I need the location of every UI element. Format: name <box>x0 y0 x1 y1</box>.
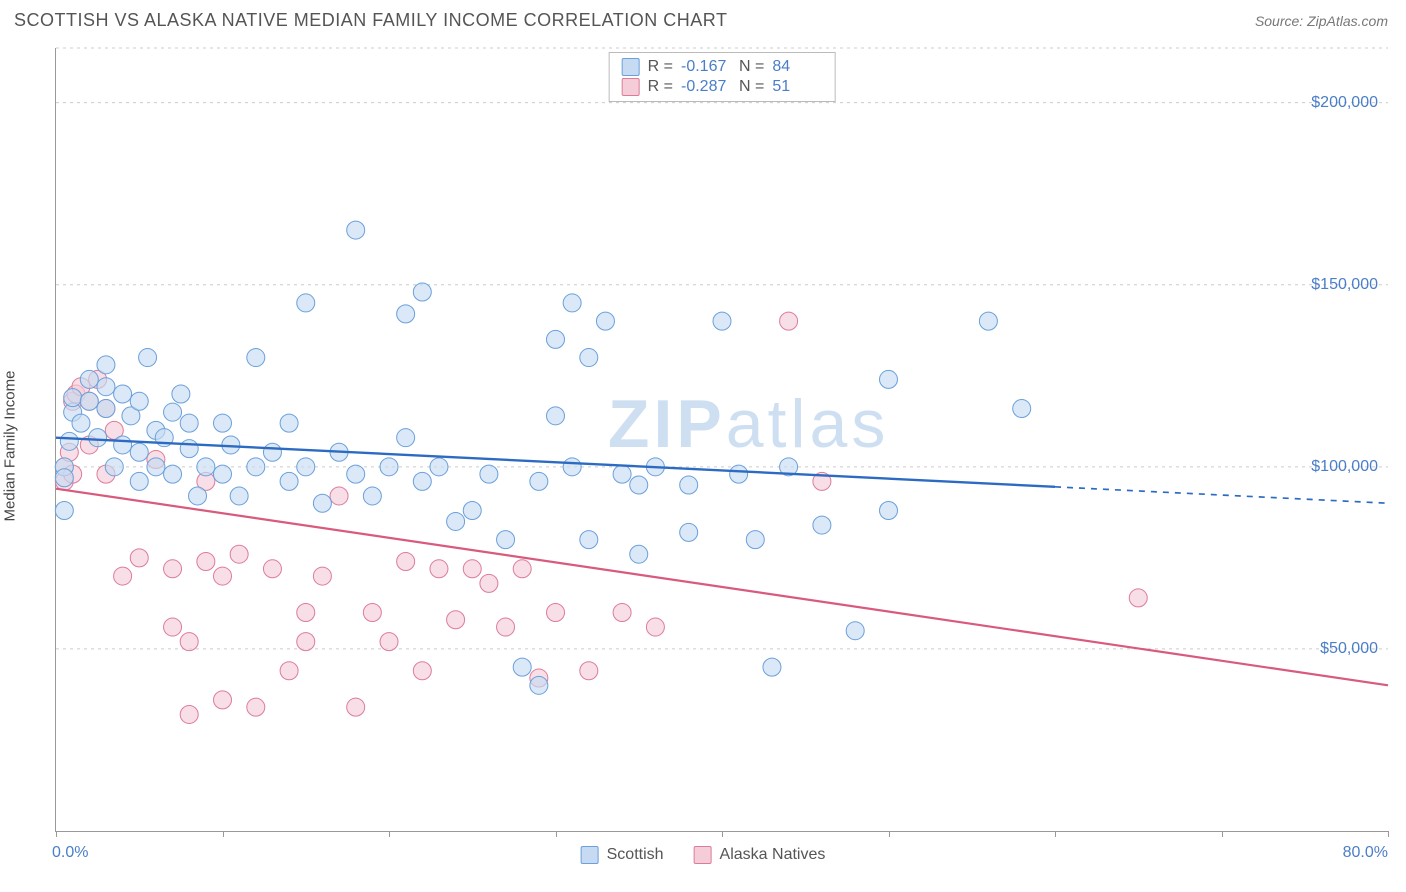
x-tick <box>1222 831 1223 837</box>
x-tick <box>722 831 723 837</box>
x-axis-max-label: 80.0% <box>1343 844 1388 862</box>
x-tick <box>889 831 890 837</box>
legend-label-scottish: Scottish <box>607 846 664 864</box>
y-tick-label: $200,000 <box>1311 94 1378 112</box>
x-tick <box>556 831 557 837</box>
legend-item-scottish: Scottish <box>581 846 664 864</box>
x-tick <box>223 831 224 837</box>
x-axis-min-label: 0.0% <box>52 844 88 862</box>
legend-swatch-alaska-icon <box>694 846 712 864</box>
correlation-stats-box: R = -0.167 N = 84 R = -0.287 N = 51 <box>609 52 836 102</box>
swatch-alaska-icon <box>622 78 640 96</box>
x-tick <box>1388 831 1389 837</box>
swatch-scottish-icon <box>622 58 640 76</box>
stats-row-scottish: R = -0.167 N = 84 <box>622 57 823 77</box>
legend-item-alaska: Alaska Natives <box>694 846 826 864</box>
legend-swatch-scottish-icon <box>581 846 599 864</box>
y-axis-label: Median Family Income <box>2 371 19 522</box>
chart-title: SCOTTISH VS ALASKA NATIVE MEDIAN FAMILY … <box>14 10 727 31</box>
chart-plot-area: R = -0.167 N = 84 R = -0.287 N = 51 ZIPa… <box>55 48 1388 832</box>
scatter-plot-svg <box>56 48 1388 831</box>
chart-legend: Scottish Alaska Natives <box>581 846 826 864</box>
x-tick <box>56 831 57 837</box>
stats-row-alaska: R = -0.287 N = 51 <box>622 77 823 97</box>
legend-label-alaska: Alaska Natives <box>720 846 826 864</box>
y-tick-label: $150,000 <box>1311 276 1378 294</box>
y-tick-label: $100,000 <box>1311 458 1378 476</box>
x-tick <box>389 831 390 837</box>
source-attribution: Source: ZipAtlas.com <box>1255 13 1388 29</box>
y-tick-label: $50,000 <box>1320 640 1378 658</box>
x-tick <box>1055 831 1056 837</box>
